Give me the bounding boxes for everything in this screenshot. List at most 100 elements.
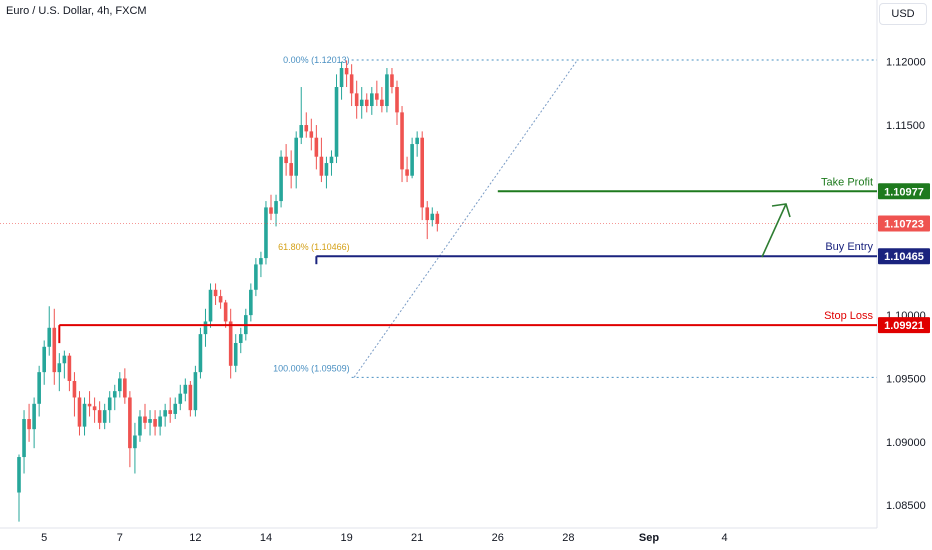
candle-body [52,327,57,373]
candle-body [259,258,263,265]
candle [420,131,424,221]
candle-body [188,384,193,411]
candle [178,384,183,411]
candle-body [32,403,36,430]
candle-body [284,156,288,164]
candle [57,353,62,392]
arrow-head [771,203,791,218]
take-profit-price-value: 1.10977 [884,186,924,198]
time-axis[interactable]: 5 7 12 14 19 21 26 28 Sep 4 [0,527,877,544]
time-tick-label: Sep [639,532,659,544]
candle-body [329,156,334,164]
candle [183,378,188,402]
candle [62,350,67,379]
candle [279,150,283,208]
candle-body [334,87,339,157]
candle [138,410,142,442]
candle [173,397,178,420]
time-tick-label: 4 [722,532,728,544]
candle [319,137,324,183]
candle [249,283,253,322]
candle [123,368,127,404]
candle-body [153,419,157,427]
candle [208,283,213,328]
candle-body [148,419,152,423]
take-profit-level[interactable]: Take Profit 1.10977 [497,176,930,200]
candle [344,60,349,88]
candle [213,283,218,305]
candle [77,391,82,436]
candle-body [274,201,278,214]
fibonacci-retracement[interactable]: 0.00% (1.12013) 61.80% (1.10466) 100.00% (… [273,55,877,378]
candle [72,372,77,417]
candle-body [118,378,122,392]
candle [299,87,304,145]
candle-body [97,410,102,423]
candle-body [143,416,147,423]
candle [410,137,414,179]
candle [158,410,162,436]
candle [87,391,92,417]
candle [329,150,334,176]
candle-body [92,406,97,411]
candle-body [238,334,243,343]
stop-loss-price-badge [878,317,930,334]
candle-body [163,410,167,417]
candle-body [304,125,309,132]
fib-61-label: 61.80% (1.10466) [278,242,350,252]
candle-body [223,302,228,322]
candle [269,194,273,221]
candle-body [354,93,359,107]
candle-body [27,419,31,430]
time-tick-label: 19 [340,532,352,544]
candle-body [82,403,87,427]
candle-body [249,289,253,316]
currency-button[interactable]: USD [879,3,927,25]
time-tick-label: 21 [411,532,423,544]
stop-loss-level[interactable]: Stop Loss 1.09921 [59,310,930,334]
candle-body [339,68,344,88]
buy-entry-level[interactable]: Buy Entry 1.10465 [316,241,930,265]
projection-arrow[interactable] [761,203,791,258]
candle [314,125,319,170]
time-tick-label: 5 [41,532,47,544]
time-tick-label: 28 [562,532,574,544]
candle [289,150,293,189]
candle-body [344,68,349,75]
candle-body [430,213,435,221]
trade-levels[interactable]: Take Profit 1.10977 Buy Entry 1.10465 Stop L… [0,176,930,344]
candle-body [264,207,268,259]
arrow-shaft [761,203,787,258]
candle-body [102,410,107,423]
candle [370,87,374,115]
candle [359,87,364,119]
candle-body [228,321,233,366]
candle-body [77,397,82,427]
candle-body [87,403,92,407]
candle-body [67,355,72,382]
candle-body [107,397,112,411]
candle [193,365,198,417]
candle-body [364,99,369,107]
candle [112,384,117,411]
candle [415,131,419,157]
candle [148,410,152,436]
candle [102,403,107,430]
candle [198,327,203,379]
candle [17,454,21,522]
candle-body [385,74,389,107]
candle-body [208,289,213,322]
candle-body [72,381,77,398]
candle-body [168,410,172,414]
candle-body [198,334,203,373]
candle-body [319,156,324,176]
candle-body [218,296,223,303]
candle-body [269,207,273,214]
current-price-marker: 1.10723 [878,215,930,232]
candle [339,61,344,100]
candle-body [254,264,258,290]
candle [92,397,97,423]
candle-body [359,99,364,107]
candle-body [309,131,314,138]
